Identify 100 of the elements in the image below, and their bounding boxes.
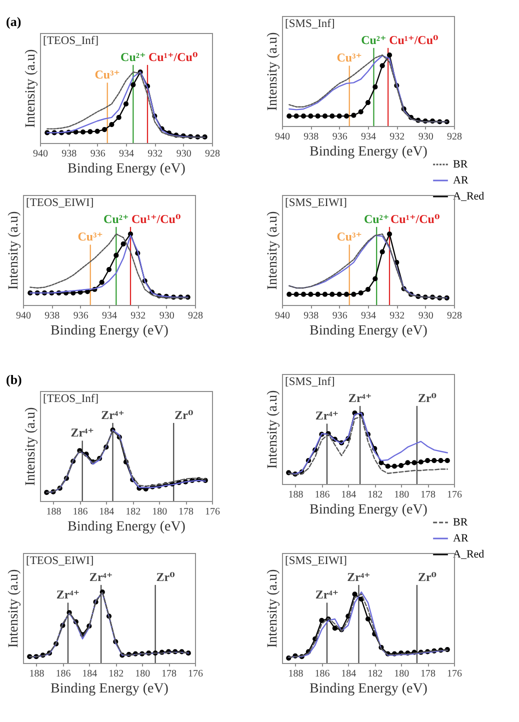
y-axis-title: Intensity (a.u) <box>266 210 280 290</box>
ref-line-label: Zr⁰ <box>418 570 437 584</box>
x-tick-label: 934 <box>119 148 134 160</box>
x-tick-label: 178 <box>162 668 177 680</box>
x-tick-label: 932 <box>390 310 405 322</box>
x-tick-label: 930 <box>159 310 174 322</box>
ref-line-label: Cu²⁺ <box>364 212 390 226</box>
y-axis-title: Intensity (a.u) <box>24 48 38 128</box>
x-tick-label: 178 <box>420 668 436 680</box>
x-axis-title: Binding Energy (eV) <box>310 144 428 160</box>
x-tick-label: 184 <box>341 490 356 500</box>
x-tick-label: 180 <box>135 668 150 680</box>
x-tick-label: 184 <box>341 668 356 680</box>
ref-line-label: Zr⁴⁺ <box>56 588 80 602</box>
x-tick-label: 186 <box>56 668 71 680</box>
x-tick-label: 934 <box>361 310 376 322</box>
x-tick-label: 182 <box>368 490 383 500</box>
x-tick-label: 182 <box>108 668 124 680</box>
x-tick-label: 928 <box>447 132 462 142</box>
x-axis-title: Binding Energy (eV) <box>50 324 169 338</box>
x-tick-label: 934 <box>102 310 117 322</box>
chart-title: [TEOS_EIWI] <box>26 197 94 209</box>
y-axis-title: Intensity (a.u) <box>266 32 280 111</box>
x-tick-label: 180 <box>394 668 410 680</box>
ref-line-label: Cu¹⁺/Cu⁰ <box>132 212 181 226</box>
x-tick-label: 936 <box>332 132 348 142</box>
x-tick-label: 184 <box>99 506 114 518</box>
ref-line-label: Cu³⁺ <box>94 68 120 82</box>
x-tick-label: 938 <box>62 148 77 160</box>
chart-title: [TEOS_Inf] <box>43 35 99 47</box>
ref-line-label: Zr⁴⁺ <box>101 408 124 422</box>
x-tick-label: 938 <box>44 310 60 322</box>
x-tick-label: 928 <box>188 310 203 322</box>
ref-line-label: Zr⁰ <box>418 390 437 405</box>
x-tick-label: 936 <box>90 148 106 160</box>
x-tick-label: 934 <box>361 132 376 142</box>
x-tick-label: 186 <box>72 506 88 518</box>
ref-line-label: Cu³⁺ <box>336 50 362 65</box>
legend-label: BR <box>453 158 468 170</box>
x-tick-label: 930 <box>418 310 434 322</box>
ref-line-label: Cu³⁺ <box>78 230 104 244</box>
x-tick-label: 186 <box>314 490 330 500</box>
ref-line-label: Cu¹⁺/Cu⁰ <box>390 212 440 226</box>
x-tick-label: 178 <box>420 490 436 500</box>
ref-line-label: Zr⁴⁺ <box>315 408 339 423</box>
ref-line-label: Zr⁴⁺ <box>70 426 94 440</box>
x-axis-title: Binding Energy (eV) <box>310 682 428 696</box>
legend-label: AR <box>453 174 469 186</box>
x-tick-label: 176 <box>447 490 462 500</box>
legend-label: AR <box>453 532 469 544</box>
ref-line-label: Zr⁰ <box>156 570 175 584</box>
x-tick-label: 932 <box>148 148 163 160</box>
x-axis-title: Binding Energy (eV) <box>68 520 186 534</box>
x-tick-label: 932 <box>390 132 405 142</box>
chart-title: [TEOS_Inf] <box>43 393 99 405</box>
x-tick-label: 940 <box>33 148 48 160</box>
x-tick-label: 936 <box>332 310 348 322</box>
x-tick-label: 940 <box>275 310 290 322</box>
ref-line-label: Zr⁴⁺ <box>89 570 113 584</box>
ref-line-label: Cu²⁺ <box>361 32 386 47</box>
x-tick-label: 928 <box>205 148 220 160</box>
x-tick-label: 938 <box>304 132 319 142</box>
x-tick-label: 936 <box>73 310 88 322</box>
ref-line-label: Cu¹⁺/Cu⁰ <box>148 50 198 64</box>
legend-label: BR <box>453 516 468 528</box>
text: (a) <box>6 14 22 29</box>
legend-label: A_Red <box>453 190 485 202</box>
x-tick-label: 176 <box>447 668 462 680</box>
x-tick-label: 182 <box>368 668 383 680</box>
x-tick-label: 188 <box>288 490 304 500</box>
x-tick-label: 180 <box>152 506 168 518</box>
x-tick-label: 188 <box>29 668 44 680</box>
chart-title: [SMS_Inf] <box>285 18 335 30</box>
chart-title: [SMS_EIWI] <box>285 555 347 567</box>
legend-label: A_Red <box>453 548 485 560</box>
x-tick-label: 176 <box>188 668 203 680</box>
y-axis-title: Intensity (a.u) <box>6 568 22 648</box>
x-tick-label: 184 <box>82 668 98 680</box>
x-tick-label: 188 <box>288 668 304 680</box>
ref-line-label: Zr⁴⁺ <box>348 390 372 405</box>
chart-title: [SMS_EIWI] <box>285 197 347 209</box>
x-tick-label: 180 <box>394 490 410 500</box>
x-axis-title: Binding Energy (eV) <box>50 682 169 696</box>
text: (b) <box>6 372 22 387</box>
x-axis-title: Binding Energy (eV) <box>310 324 428 338</box>
x-axis-title: Binding Energy (eV) <box>68 162 186 176</box>
x-tick-label: 940 <box>16 310 31 322</box>
x-tick-label: 928 <box>447 310 462 322</box>
x-tick-label: 178 <box>178 506 194 518</box>
y-axis-title: Intensity (a.u) <box>24 406 38 486</box>
y-axis-title: Intensity (a.u) <box>266 568 280 648</box>
x-tick-label: 186 <box>314 668 330 680</box>
ref-line-label: Cu²⁺ <box>104 212 129 226</box>
x-tick-label: 188 <box>46 506 62 518</box>
ref-line-label: Cu³⁺ <box>336 230 362 244</box>
x-tick-label: 930 <box>418 132 434 142</box>
ref-line-label: Cu¹⁺/Cu⁰ <box>389 32 438 47</box>
ref-line-label: Zr⁴⁺ <box>315 588 339 602</box>
x-axis-title: Binding Energy (eV) <box>310 502 428 518</box>
x-tick-label: 182 <box>126 506 141 518</box>
